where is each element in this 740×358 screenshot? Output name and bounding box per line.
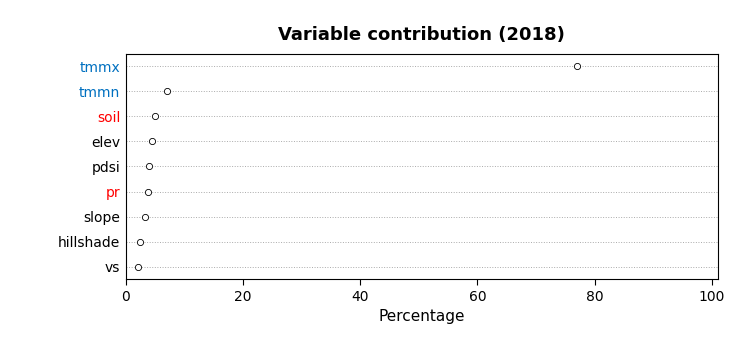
- Point: [132, 264, 144, 270]
- Point: [149, 113, 161, 119]
- X-axis label: Percentage: Percentage: [379, 309, 465, 324]
- Point: [571, 63, 583, 69]
- Point: [138, 214, 150, 219]
- Title: Variable contribution (2018): Variable contribution (2018): [278, 26, 565, 44]
- Point: [161, 88, 172, 94]
- Point: [142, 189, 154, 194]
- Point: [135, 239, 147, 245]
- Point: [147, 139, 158, 144]
- Point: [144, 164, 155, 169]
